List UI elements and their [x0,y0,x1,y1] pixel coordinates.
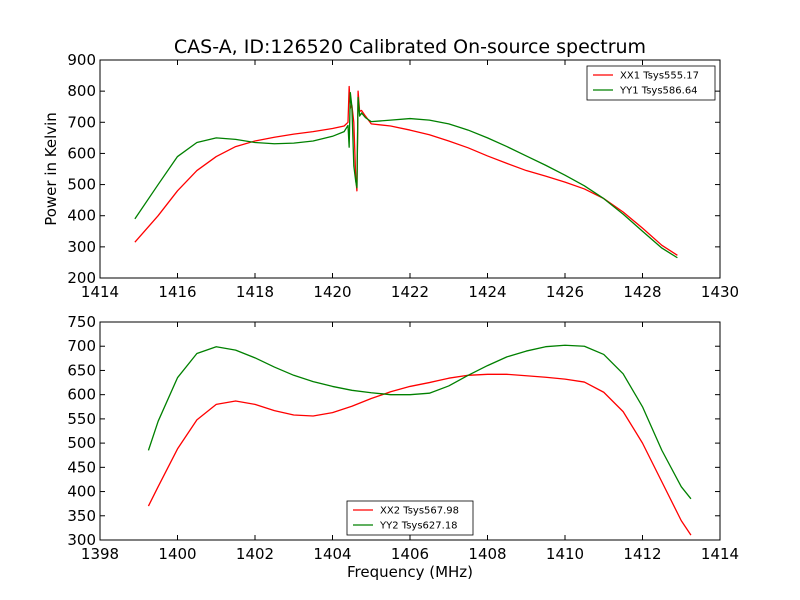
y-tick-label: 750 [67,313,96,331]
y-tick-label: 700 [67,337,96,355]
x-tick-label: 1398 [81,545,119,563]
x-tick-label: 1402 [236,545,274,563]
x-tick-label: 1412 [623,545,661,563]
series-line-1 [134,85,678,256]
y-tick-label: 400 [67,483,96,501]
y-tick-label: 500 [67,176,96,194]
x-tick-label: 1414 [701,545,739,563]
legend-label-1: XX2 Tsys567.98 [380,506,459,517]
y-tick-label: 400 [67,207,96,225]
legend-label-2: YY2 Tsys627.18 [379,521,458,532]
legend: XX2 Tsys567.98 YY2 Tsys627.18 [346,500,474,536]
x-tick-label: 1428 [623,283,661,301]
x-axis-label: Frequency (MHz) [347,563,473,581]
x-tick-label: 1420 [313,283,351,301]
x-tick-label: 1404 [313,545,351,563]
legend-label-2: YY1 Tsys586.64 [619,86,698,97]
x-tick-label: 1422 [391,283,429,301]
y-tick-label: 300 [67,238,96,256]
y-tick-label: 550 [67,410,96,428]
legend-label-1: XX1 Tsys555.17 [620,71,699,82]
x-tick-label: 1430 [701,283,739,301]
y-tick-label: 450 [67,458,96,476]
y-tick-label: 700 [67,113,96,131]
x-tick-label: 1426 [546,283,584,301]
x-tick-label: 1400 [158,545,196,563]
y-tick-label: 600 [67,386,96,404]
series-line-1 [147,373,692,536]
legend-box [346,500,474,536]
y-tick-label: 800 [67,82,96,100]
y-tick-label: 350 [67,507,96,525]
figure-title: CAS-A, ID:126520 Calibrated On-source sp… [174,36,646,58]
y-tick-label: 650 [67,361,96,379]
x-tick-label: 1406 [391,545,429,563]
y-tick-label: 200 [67,269,96,287]
x-tick-label: 1416 [158,283,196,301]
series-line-2 [134,92,678,259]
y-tick-label: 600 [67,144,96,162]
x-tick-label: 1418 [236,283,274,301]
x-tick-label: 1424 [468,283,506,301]
y-axis-label: Power in Kelvin [42,112,60,226]
legend: XX1 Tsys555.17 YY1 Tsys586.64 [586,65,716,101]
legend-box [586,65,716,101]
series-line-2 [147,344,692,500]
y-tick-label: 900 [67,51,96,69]
x-tick-label: 1410 [546,545,584,563]
bottom-spectrum-panel: 1398 1400 1402 1404 1406 1408 1410 1412 1414 300 3… [67,313,739,563]
y-tick-label: 300 [67,531,96,549]
x-tick-label: 1414 [81,283,119,301]
top-spectrum-panel: 1414 1416 1418 1420 1422 1424 1426 1428 1430 200 3… [67,51,739,301]
y-tick-label: 500 [67,434,96,452]
x-tick-label: 1408 [468,545,506,563]
